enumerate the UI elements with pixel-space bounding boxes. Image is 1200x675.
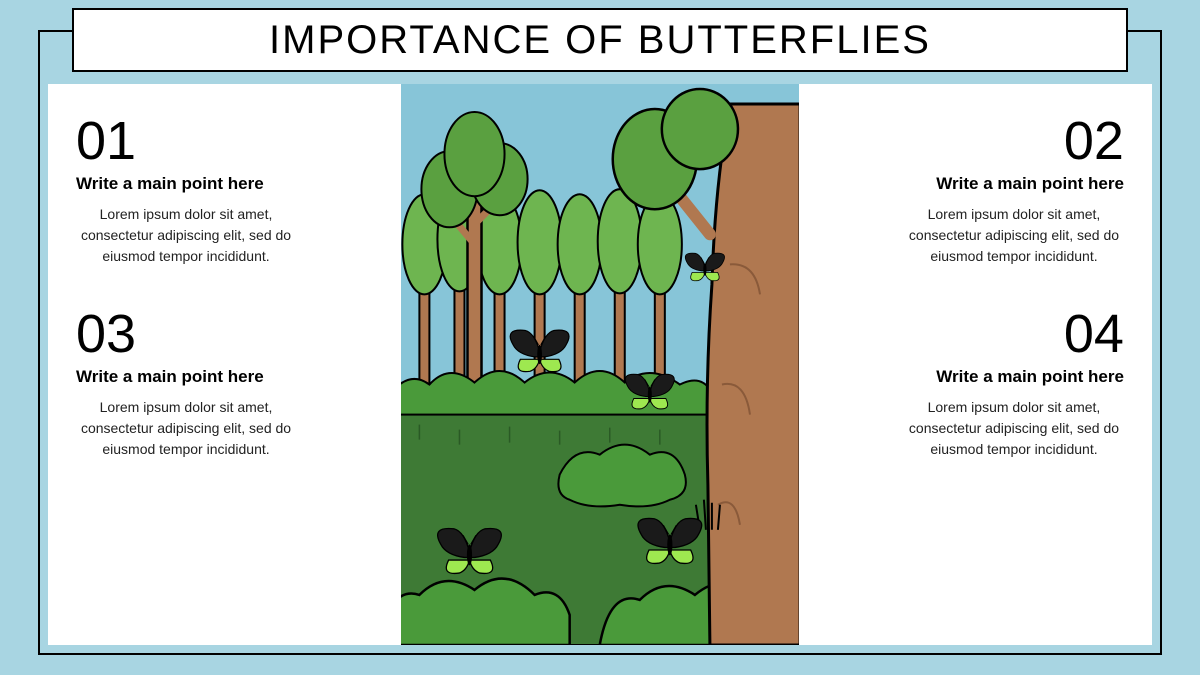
point-01: 01 Write a main point here Lorem ipsum d… bbox=[76, 114, 373, 267]
forest-illustration bbox=[401, 84, 798, 645]
point-number: 01 bbox=[76, 114, 373, 168]
point-heading: Write a main point here bbox=[76, 367, 373, 387]
point-02: 02 Write a main point here Lorem ipsum d… bbox=[827, 114, 1124, 267]
right-column: 02 Write a main point here Lorem ipsum d… bbox=[799, 84, 1152, 645]
point-body: Lorem ipsum dolor sit amet, consectetur … bbox=[904, 397, 1124, 460]
point-body: Lorem ipsum dolor sit amet, consectetur … bbox=[76, 204, 296, 267]
title-box: IMPORTANCE OF BUTTERFLIES bbox=[72, 8, 1128, 72]
point-03: 03 Write a main point here Lorem ipsum d… bbox=[76, 307, 373, 460]
center-illustration-column bbox=[401, 84, 798, 645]
content-panel: 01 Write a main point here Lorem ipsum d… bbox=[48, 84, 1152, 645]
point-heading: Write a main point here bbox=[936, 367, 1124, 387]
point-body: Lorem ipsum dolor sit amet, consectetur … bbox=[904, 204, 1124, 267]
point-heading: Write a main point here bbox=[936, 174, 1124, 194]
point-number: 02 bbox=[1064, 114, 1124, 168]
point-04: 04 Write a main point here Lorem ipsum d… bbox=[827, 307, 1124, 460]
point-heading: Write a main point here bbox=[76, 174, 373, 194]
page-title: IMPORTANCE OF BUTTERFLIES bbox=[269, 18, 931, 63]
point-body: Lorem ipsum dolor sit amet, consectetur … bbox=[76, 397, 296, 460]
forest-svg bbox=[401, 84, 798, 645]
left-column: 01 Write a main point here Lorem ipsum d… bbox=[48, 84, 401, 645]
point-number: 04 bbox=[1064, 307, 1124, 361]
point-number: 03 bbox=[76, 307, 373, 361]
